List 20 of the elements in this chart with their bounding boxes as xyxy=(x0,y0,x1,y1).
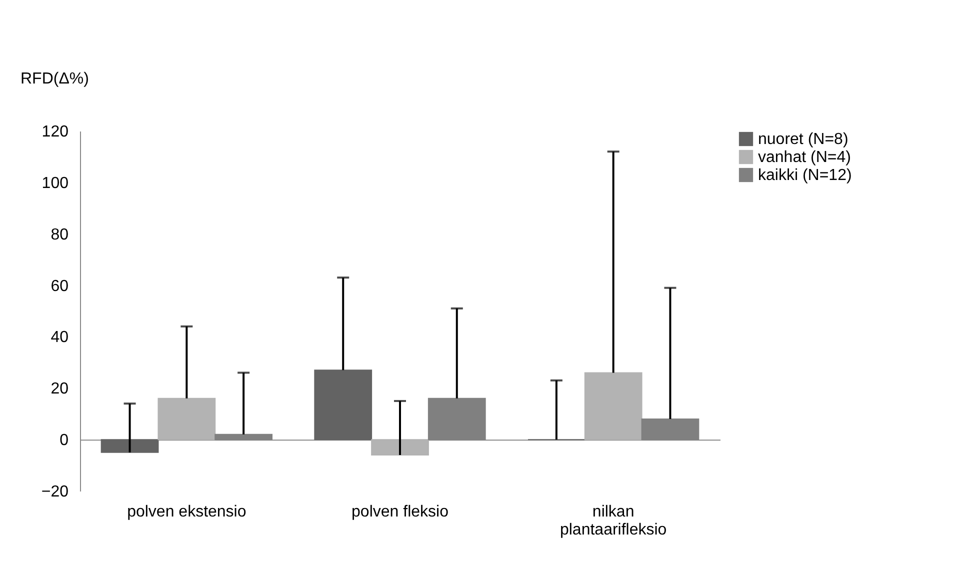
bar xyxy=(314,370,372,440)
bar xyxy=(584,372,642,440)
y-axis-title: RFD(Δ%) xyxy=(20,70,89,88)
legend-label: vanhat (N=4) xyxy=(758,149,851,166)
y-tick-label: 80 xyxy=(50,226,69,244)
bar xyxy=(371,439,429,456)
x-tick-label: polven fleksio xyxy=(352,504,449,520)
y-tick-label: 120 xyxy=(42,124,69,140)
x-tick-label: polven ekstensio xyxy=(127,504,246,520)
bar xyxy=(100,439,159,453)
y-tick-label: 0 xyxy=(60,432,69,450)
y-tick-label: 40 xyxy=(50,329,69,346)
legend-label: nuoret (N=8) xyxy=(758,131,848,148)
y-tick-label: 100 xyxy=(42,174,69,192)
legend-label: kaikki (N=12) xyxy=(758,167,852,184)
y-tick-label: −20 xyxy=(41,484,69,500)
y-tick-label: 60 xyxy=(50,278,69,295)
y-tick-label: 20 xyxy=(50,380,69,398)
x-tick-label: nilkan plantaarifleksio xyxy=(560,504,667,538)
bar xyxy=(158,398,216,440)
